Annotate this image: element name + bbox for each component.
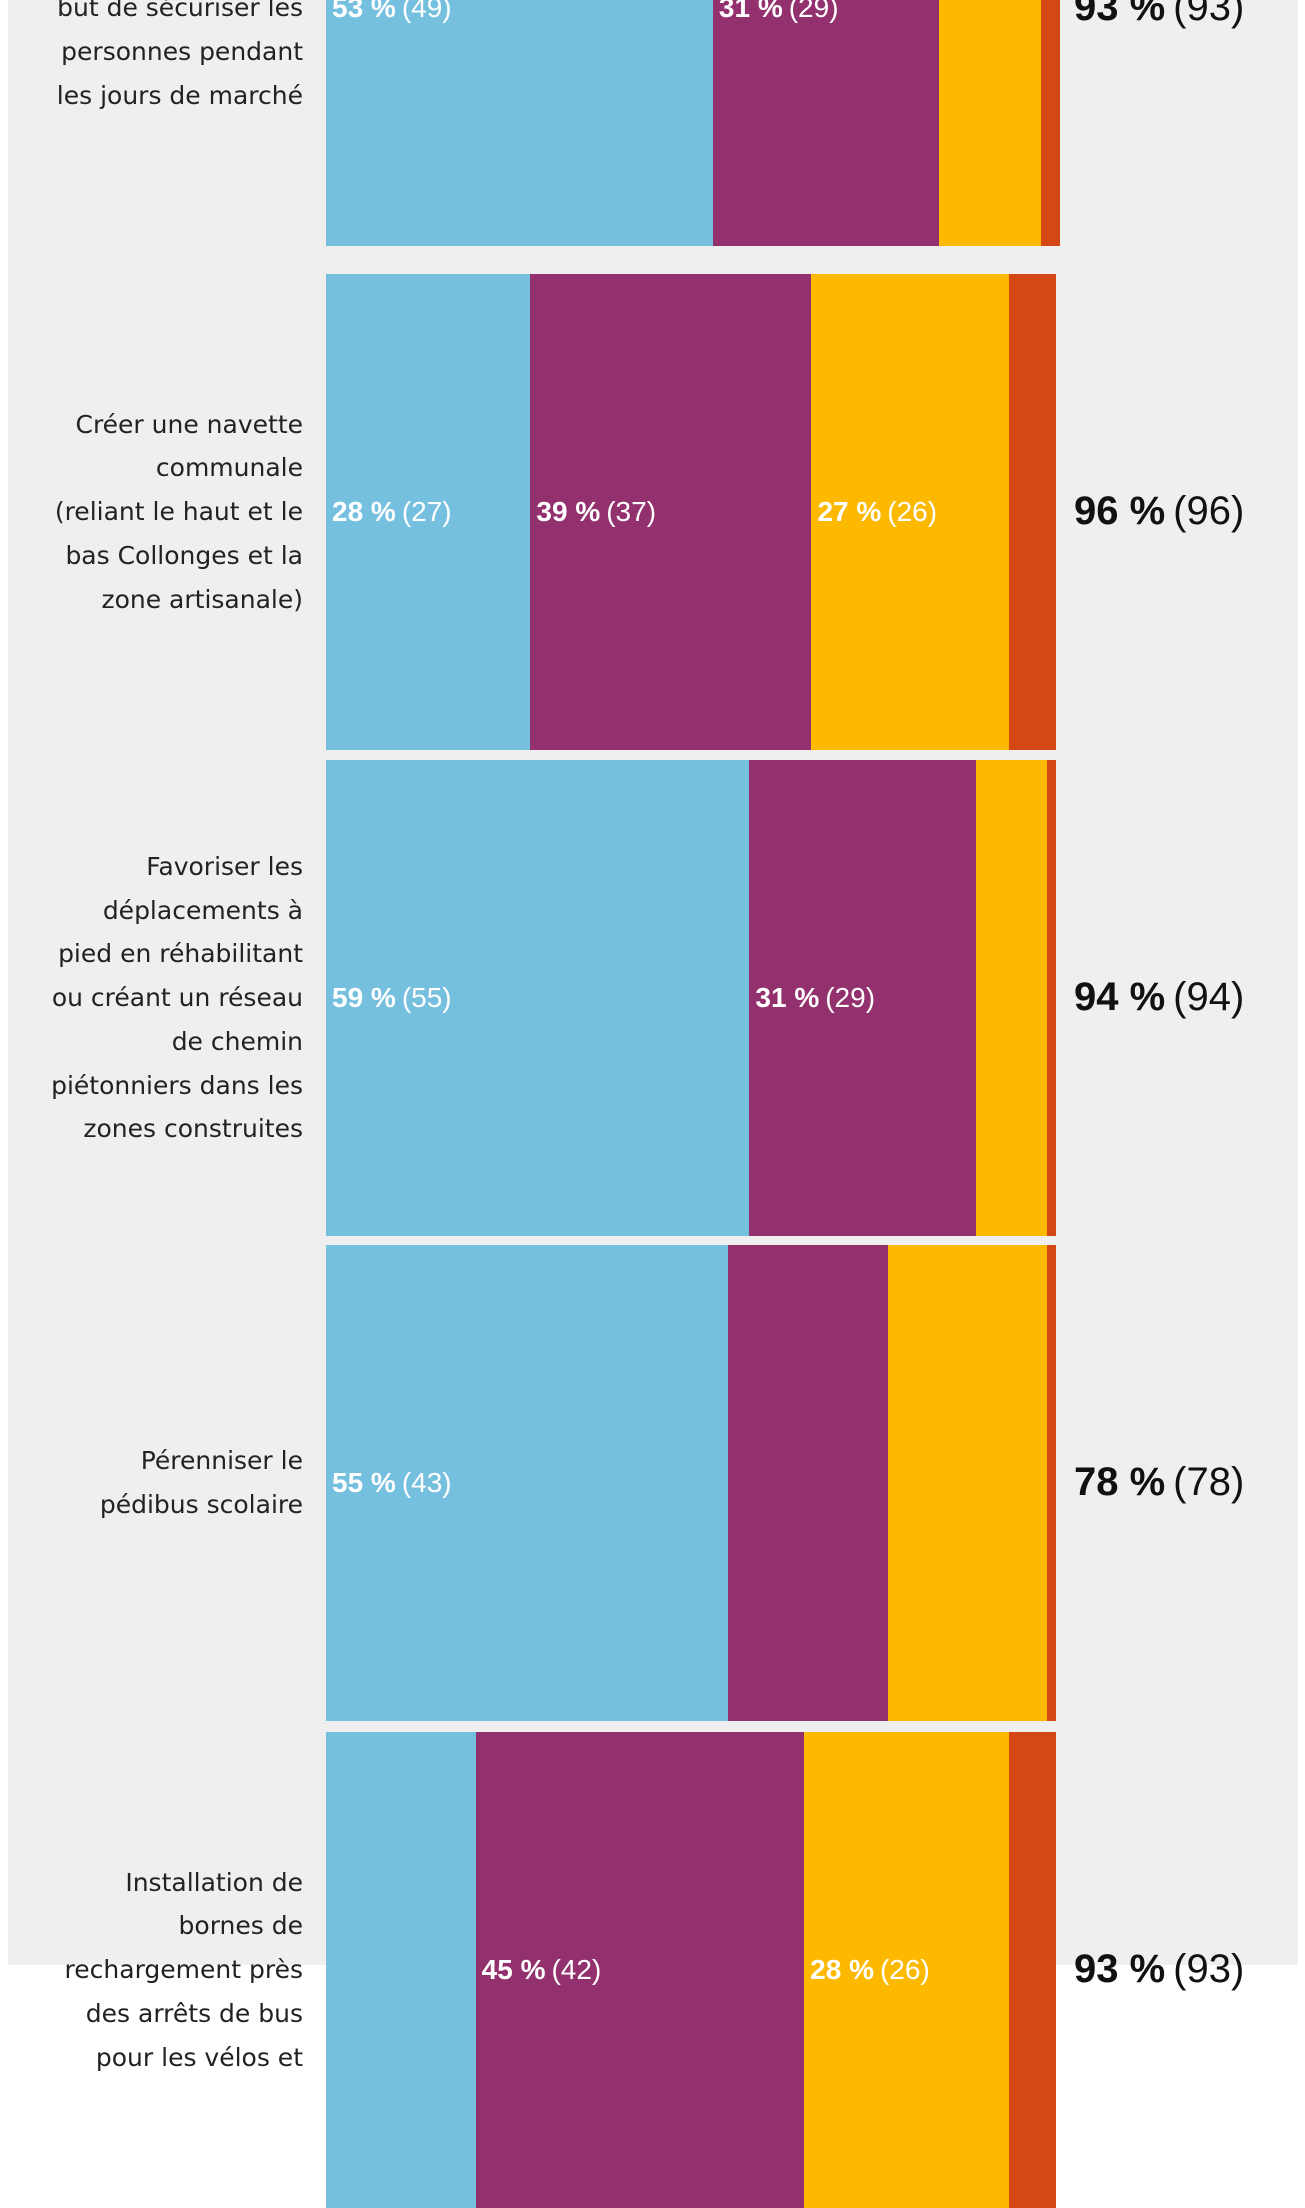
row-label: Favoriser les déplacements à pied en réhab… <box>8 845 303 1151</box>
bar-segment <box>975 760 1048 1236</box>
row-label-line: but de sécuriser les <box>57 0 303 23</box>
total-count: (93) <box>1173 0 1245 29</box>
bar-segment <box>939 0 1042 246</box>
segment-count: (27) <box>401 496 452 527</box>
segment-percent: 45 % <box>481 1954 546 1985</box>
segment-value-label: 55 % (43) <box>332 1467 452 1499</box>
segment-percent: 28 % <box>332 496 396 527</box>
row-label-line: pied en réhabilitant <box>58 939 303 969</box>
segment-count: (55) <box>401 982 452 1013</box>
row-label-line: les jours de marché <box>56 80 303 110</box>
bar-segment <box>749 760 976 1236</box>
row-label-line: déplacements à <box>102 895 303 925</box>
segment-count: (29) <box>788 0 839 23</box>
segment-value-label: 39 % (37) <box>536 496 656 528</box>
segment-value-label: 31 % (29) <box>755 982 875 1014</box>
row-label-line: Installation de <box>125 1867 303 1897</box>
stacked-bar-chart: Julien etAnnemasse, dans lebut de sécuri… <box>8 0 1298 2208</box>
row-label-line: Créer une navette <box>75 409 303 439</box>
bar-segment <box>1008 1732 1056 2208</box>
row-label-line: zones construites <box>83 1114 303 1144</box>
row-label-line: Favoriser les <box>146 852 303 882</box>
row-label-line: ou créant un réseau <box>51 983 303 1013</box>
segment-count: (42) <box>551 1954 602 1985</box>
row-label-line: zone artisanale) <box>101 584 303 614</box>
total-count: (94) <box>1173 975 1245 1019</box>
segment-count: (29) <box>825 982 876 1013</box>
segment-value-label: 28 % (27) <box>332 496 452 528</box>
bar-segment <box>727 1245 889 1721</box>
segment-percent: 31 % <box>755 982 820 1013</box>
row-label: Créer une navette communale (reliant le ha… <box>8 403 303 622</box>
row-total-label: 94 % (94) <box>1074 975 1244 1020</box>
row-label-line: (reliant le haut et le <box>54 497 303 527</box>
total-percent: 94 % <box>1074 975 1166 1019</box>
bar-segment <box>1041 0 1060 246</box>
segment-percent: 28 % <box>810 1954 874 1985</box>
row-label-line: des arrêts de bus <box>85 1998 303 2028</box>
row-label-line: de chemin <box>171 1026 303 1056</box>
segment-percent: 59 % <box>332 982 396 1013</box>
row-total-label: 78 % (78) <box>1074 1460 1244 1505</box>
segment-percent: 53 % <box>332 0 396 23</box>
segment-percent: 55 % <box>332 1467 396 1498</box>
segment-count: (26) <box>887 496 938 527</box>
row-label-line: piétonniers dans les <box>51 1070 303 1100</box>
bar-segment <box>326 760 750 1236</box>
bar-segment <box>326 0 713 246</box>
row-total-label: 93 % (93) <box>1074 1947 1244 1992</box>
bar-segment <box>326 274 531 750</box>
row-label-line: bornes de <box>178 1911 303 1941</box>
bar-segment <box>326 1732 476 2208</box>
total-percent: 93 % <box>1074 1947 1166 1991</box>
bar-segment <box>1047 1245 1056 1721</box>
segment-value-label: 53 % (49) <box>332 0 452 24</box>
bar-segment <box>712 0 940 246</box>
total-percent: 93 % <box>1074 0 1166 29</box>
bar-segment <box>1008 274 1056 750</box>
bar-segment <box>326 1245 728 1721</box>
total-count: (78) <box>1173 1460 1245 1504</box>
row-label-line: rechargement près <box>64 1955 303 1985</box>
row-label-line: bas Collonges et la <box>65 540 303 570</box>
segment-count: (43) <box>401 1467 452 1498</box>
segment-value-label: 59 % (55) <box>332 982 452 1014</box>
segment-value-label: 27 % (26) <box>817 496 937 528</box>
row-label-line: Pérenniser le <box>140 1446 303 1476</box>
row-label-line: personnes pendant <box>61 36 303 66</box>
bar-segment <box>1047 760 1056 1236</box>
row-label-line: communale <box>155 453 303 483</box>
total-percent: 96 % <box>1074 489 1166 533</box>
segment-count: (26) <box>879 1954 930 1985</box>
segment-count: (37) <box>606 496 657 527</box>
total-count: (96) <box>1173 489 1245 533</box>
row-label: Pérenniser le pédibus scolaire <box>8 1439 303 1526</box>
segment-percent: 27 % <box>817 496 882 527</box>
row-label: Installation de bornes de rechargement prè… <box>8 1861 303 2080</box>
row-label-line: pédibus scolaire <box>99 1490 303 1519</box>
bar-segment <box>811 274 1009 750</box>
segment-value-label: 31 % (29) <box>719 0 839 24</box>
segment-value-label: 45 % (42) <box>482 1954 602 1986</box>
row-total-label: 93 % (93) <box>1074 0 1244 30</box>
segment-count: (49) <box>401 0 452 23</box>
total-percent: 78 % <box>1074 1460 1166 1504</box>
bar-segment <box>888 1245 1048 1721</box>
segment-percent: 31 % <box>718 0 783 23</box>
row-label: Julien etAnnemasse, dans lebut de sécuri… <box>8 0 303 117</box>
total-count: (93) <box>1173 1947 1245 1991</box>
segment-percent: 39 % <box>536 496 601 527</box>
row-label-line: pour les vélos et <box>95 2042 303 2072</box>
segment-value-label: 28 % (26) <box>810 1954 930 1986</box>
bar-segment <box>530 274 812 750</box>
row-total-label: 96 % (96) <box>1074 489 1244 534</box>
